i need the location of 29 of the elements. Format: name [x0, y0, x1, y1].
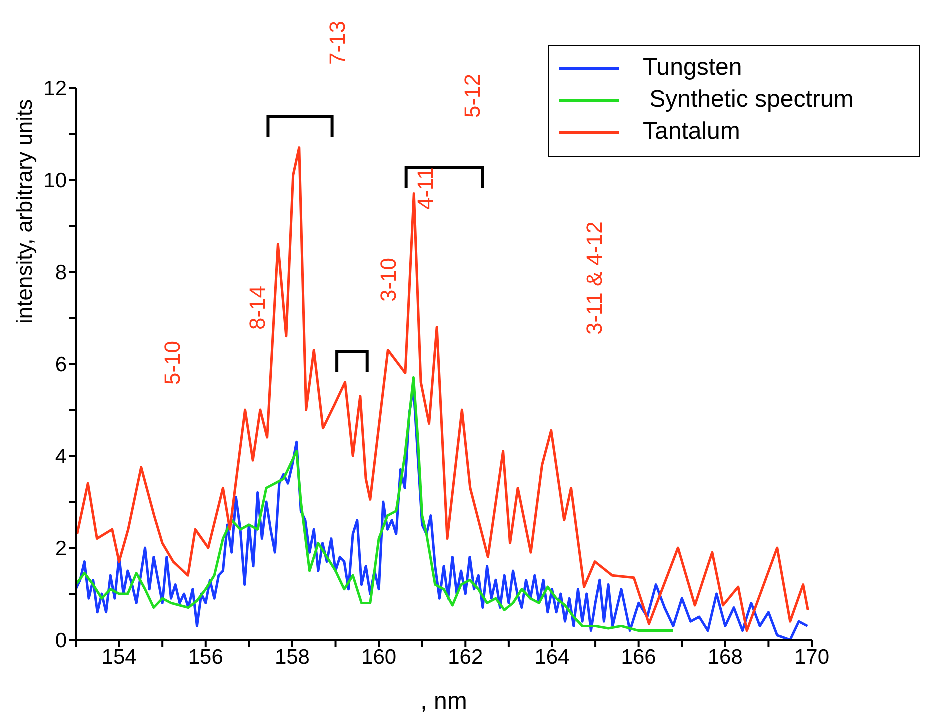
x-tick-label: 164 — [534, 646, 570, 669]
x-tick-label: 154 — [102, 646, 138, 669]
y-tick-label: 0 — [55, 629, 67, 652]
x-tick-label: 160 — [362, 646, 397, 669]
y-tick-label: 10 — [44, 169, 67, 192]
legend-label: Tungsten — [643, 53, 742, 83]
annotation: 4-11 — [413, 168, 438, 210]
y-tick-label: 4 — [55, 445, 68, 468]
x-tick-label: 168 — [708, 646, 743, 669]
legend-label: Synthetic spectrum — [648, 85, 854, 115]
y-axis-title: intensity, arbitrary units — [12, 99, 37, 324]
x-tick-label: 156 — [188, 646, 224, 669]
annotation: 3-10 — [376, 258, 401, 302]
legend-label: Tantalum — [643, 117, 740, 147]
annotation: 5-12 — [460, 74, 485, 118]
y-tick-label: 8 — [55, 261, 67, 284]
y-tick-label: 12 — [44, 77, 67, 100]
annotation: 5-10 — [160, 340, 185, 385]
line-series — [76, 146, 810, 632]
text: 7-13 — [325, 20, 350, 65]
x-tick-label: 158 — [274, 646, 310, 669]
annotation: 3-11 & 4-12 — [582, 222, 607, 335]
x-tick-label: 166 — [621, 646, 656, 669]
annotation: 8-14 — [245, 286, 270, 330]
x-axis-title: , nm — [420, 688, 468, 715]
y-tick-label: 2 — [55, 537, 67, 560]
x-tick-label: 162 — [448, 646, 484, 669]
y-tick-label: 6 — [55, 353, 67, 376]
x-tick-label: 170 — [794, 646, 830, 669]
